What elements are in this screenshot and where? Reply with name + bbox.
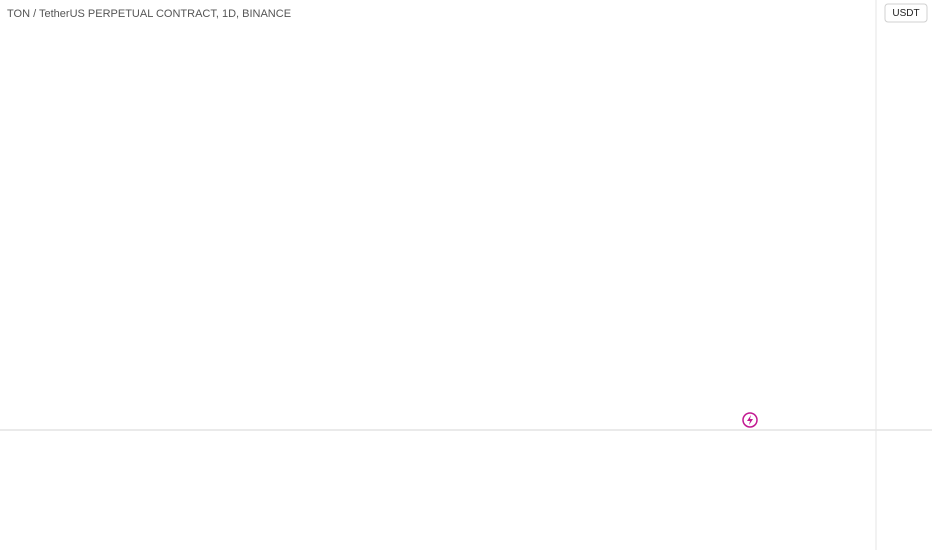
alert-bolt bbox=[747, 415, 753, 425]
currency-label: USDT bbox=[892, 8, 919, 19]
alert-icon[interactable] bbox=[742, 412, 758, 428]
currency-button[interactable] bbox=[884, 3, 928, 23]
chart-title: TON / TetherUS PERPETUAL CONTRACT, 1D, B… bbox=[7, 8, 291, 20]
